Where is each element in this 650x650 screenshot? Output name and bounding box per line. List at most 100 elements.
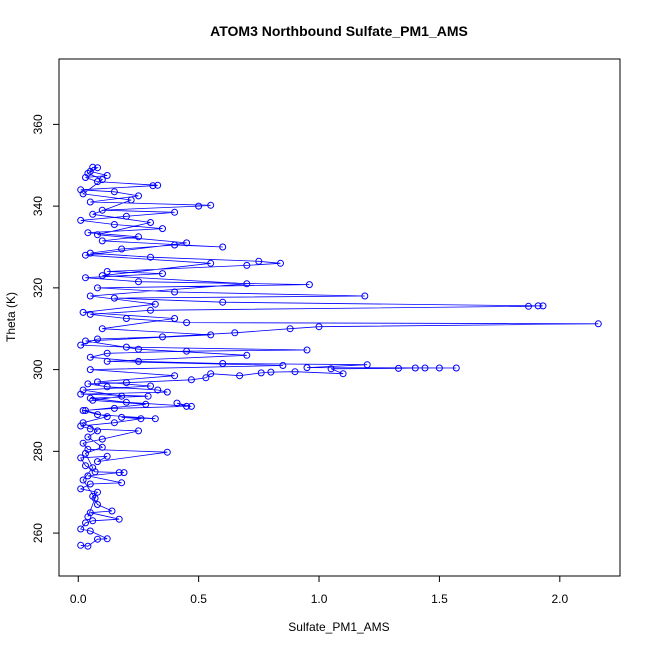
data-point: [151, 300, 159, 308]
data-point: [120, 469, 128, 477]
data-point: [159, 225, 166, 233]
data-point: [147, 306, 154, 314]
data-point: [207, 370, 215, 378]
data-point: [103, 172, 111, 179]
data-point: [82, 251, 89, 259]
data-point: [173, 399, 181, 407]
data-point: [98, 206, 106, 214]
data-point: [103, 357, 111, 365]
data-point: [89, 517, 97, 525]
data-series: [77, 163, 602, 550]
data-point: [183, 347, 191, 355]
plot-frame: [58, 58, 621, 577]
data-point: [86, 198, 94, 206]
data-point: [435, 364, 443, 372]
y-tick-label: 300: [31, 359, 45, 379]
data-point: [89, 396, 97, 404]
data-point: [103, 383, 111, 391]
data-point: [84, 513, 92, 521]
data-point: [163, 388, 171, 396]
data-point: [255, 257, 263, 265]
data-point: [84, 169, 92, 177]
data-point: [135, 357, 142, 365]
data-point: [135, 278, 142, 286]
data-point: [286, 325, 294, 333]
data-point: [236, 372, 244, 380]
data-point: [82, 449, 89, 457]
data-point: [231, 329, 239, 337]
y-tick-label: 260: [31, 523, 45, 543]
data-point: [94, 231, 101, 239]
data-point: [115, 469, 123, 477]
data-point: [171, 372, 179, 380]
data-point: [110, 419, 118, 427]
data-point: [98, 176, 106, 184]
data-point: [315, 323, 323, 331]
data-point: [421, 364, 429, 372]
data-point: [79, 419, 87, 427]
data-point: [171, 288, 179, 296]
data-point: [147, 219, 154, 226]
data-point: [103, 452, 111, 460]
data-point: [79, 439, 87, 447]
data-point: [118, 392, 126, 400]
data-point: [135, 427, 142, 435]
data-point: [110, 404, 118, 412]
data-point: [89, 163, 97, 171]
data-point: [82, 274, 89, 282]
data-point: [277, 259, 284, 267]
y-tick-label: 360: [31, 114, 45, 134]
data-point: [115, 515, 123, 523]
data-point: [82, 519, 89, 527]
data-point: [94, 284, 101, 292]
data-point: [98, 325, 106, 333]
y-tick-label: 280: [31, 441, 45, 461]
data-point: [94, 164, 101, 172]
data-point: [363, 361, 371, 369]
data-point: [361, 292, 369, 300]
series-line: [79, 166, 599, 547]
data-point: [84, 229, 92, 237]
data-point: [86, 353, 94, 361]
data-point: [159, 333, 166, 341]
data-point: [122, 315, 130, 322]
data-point: [291, 368, 299, 376]
data-point: [77, 525, 85, 533]
data-point: [118, 245, 126, 253]
data-point: [79, 308, 87, 316]
data-point: [195, 202, 203, 210]
data-point: [183, 239, 191, 247]
data-point: [77, 454, 85, 462]
data-point: [79, 386, 87, 394]
data-point: [91, 494, 99, 502]
data-point: [207, 201, 215, 209]
data-point: [94, 378, 101, 386]
data-point: [98, 237, 106, 245]
data-point: [534, 302, 542, 310]
data-point: [279, 362, 287, 369]
data-point: [98, 272, 106, 280]
data-point: [108, 507, 116, 515]
data-point: [339, 370, 347, 378]
x-axis: 0.0 0.5 1.0 1.5 2.0: [70, 575, 568, 606]
data-point: [122, 379, 130, 387]
y-tick-label: 340: [31, 196, 45, 216]
data-point: [135, 192, 142, 200]
data-point: [82, 462, 89, 470]
data-point: [103, 413, 111, 421]
data-point: [98, 443, 106, 451]
data-point: [94, 335, 101, 343]
data-point: [122, 343, 130, 351]
data-point: [94, 535, 101, 543]
data-point: [202, 374, 210, 382]
data-point: [395, 364, 402, 372]
data-point: [86, 292, 94, 300]
data-point: [110, 221, 118, 228]
data-point: [77, 341, 85, 349]
data-point: [144, 392, 152, 400]
data-point: [171, 241, 179, 249]
data-point: [98, 435, 106, 443]
data-point: [103, 268, 111, 275]
data-point: [142, 400, 150, 408]
data-point: [305, 281, 313, 289]
